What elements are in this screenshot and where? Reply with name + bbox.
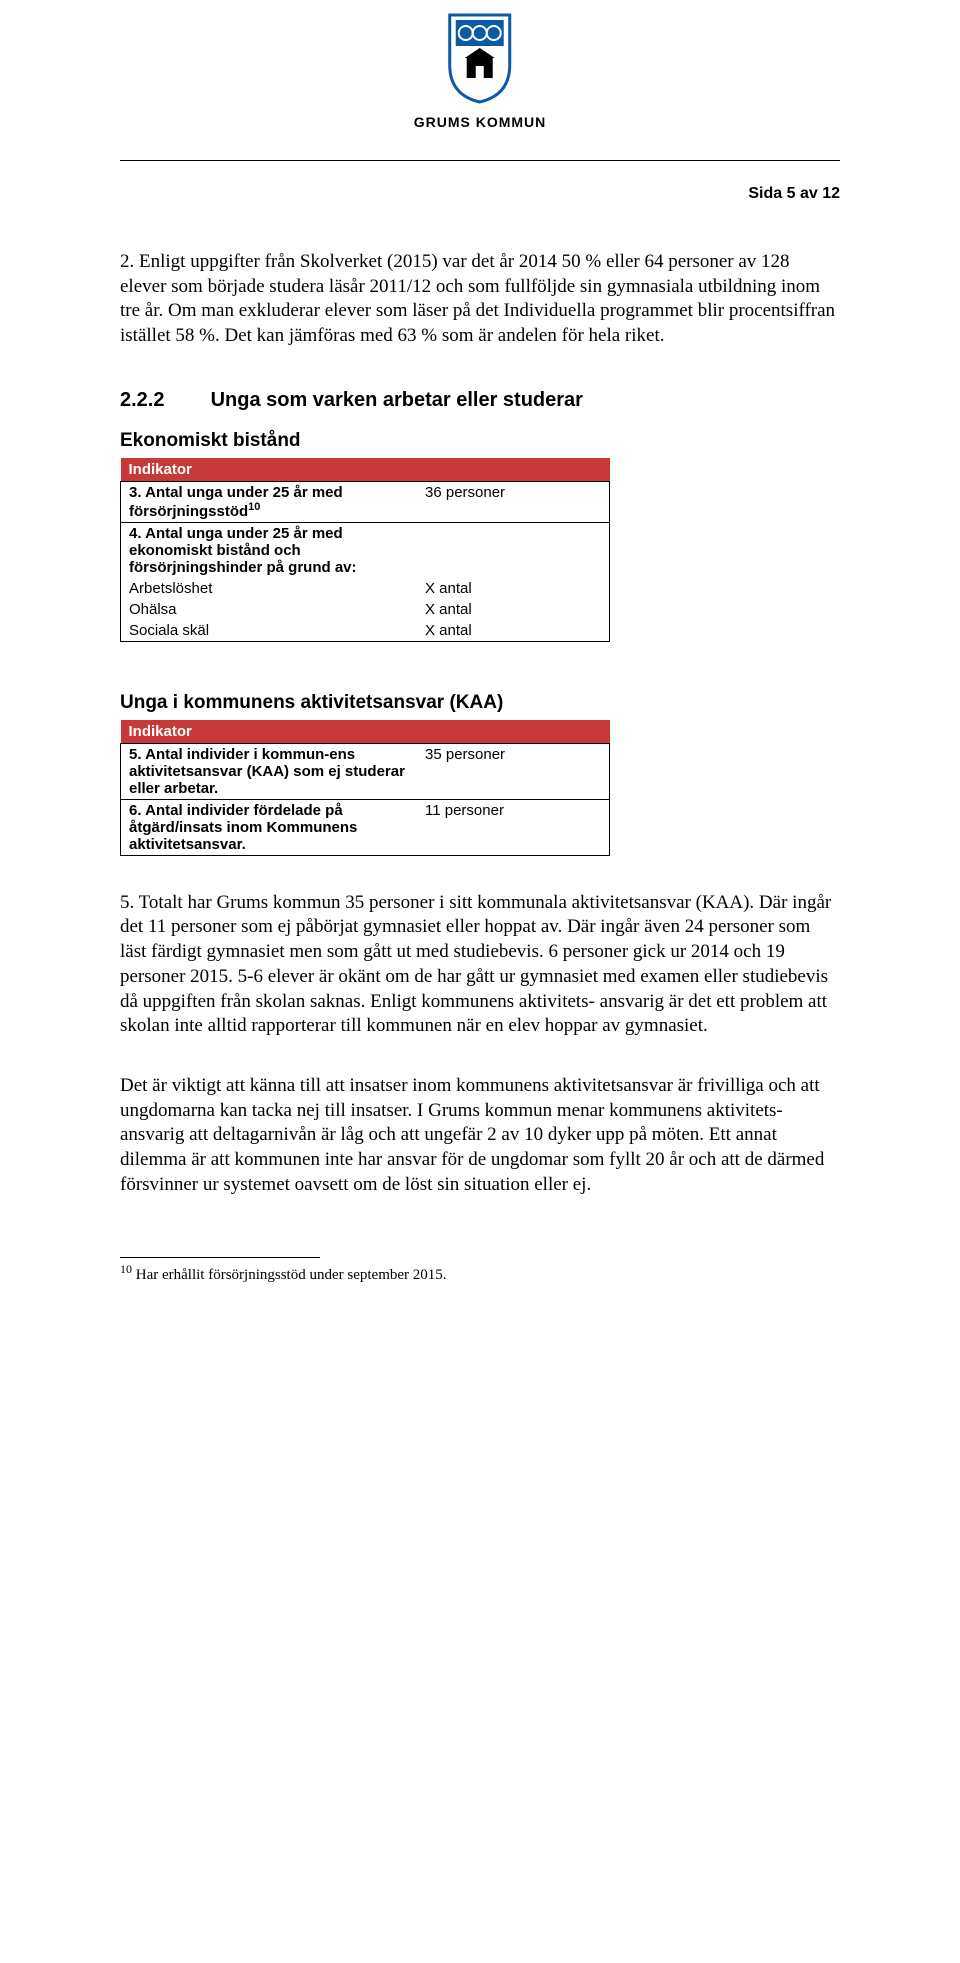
section-title: Unga som varken arbetar eller studerar — [211, 389, 583, 411]
table-row: Arbetslöshet X antal — [121, 578, 610, 599]
intro-paragraph: 2. Enligt uppgifter från Skolverket (201… — [120, 250, 840, 349]
footnote-divider — [120, 1257, 320, 1258]
footnote-number: 10 — [120, 1262, 132, 1276]
table-row: 3. Antal unga under 25 år med försörjnin… — [121, 481, 610, 522]
indicator-label: 3. Antal unga under 25 år med försörjnin… — [121, 481, 418, 522]
org-name: GRUMS KOMMUN — [414, 114, 547, 130]
org-shield-icon — [440, 10, 520, 105]
table-row: Ohälsa X antal — [121, 599, 610, 620]
table-row: 5. Antal individer i kommun-ens aktivite… — [121, 743, 610, 799]
document-page: GRUMS KOMMUN Sida 5 av 12 2. Enligt uppg… — [0, 0, 960, 1334]
paragraph-6: Det är viktigt att känna till att insats… — [120, 1074, 840, 1197]
ekonomiskt-heading: Ekonomiskt bistånd — [120, 430, 840, 452]
indicator-value: X antal — [417, 599, 610, 620]
ekonomiskt-table: Indikator 3. Antal unga under 25 år med … — [120, 458, 610, 642]
indicator-value: 35 personer — [417, 743, 610, 799]
table-row: 6. Antal individer fördelade på åtgärd/i… — [121, 799, 610, 855]
org-logo-block: GRUMS KOMMUN — [414, 10, 547, 130]
page-number: Sida 5 av 12 — [748, 185, 840, 203]
kaa-table: Indikator 5. Antal individer i kommun-en… — [120, 720, 610, 856]
indicator-value: X antal — [417, 578, 610, 599]
table-header: Indikator — [121, 458, 610, 482]
footnote: 10 Har erhållit försörjningsstöd under s… — [120, 1262, 840, 1284]
section-number: 2.2.2 — [120, 389, 205, 412]
indicator-label: 4. Antal unga under 25 år med ekonomiskt… — [121, 522, 418, 578]
indicator-label: 5. Antal individer i kommun-ens aktivite… — [121, 743, 418, 799]
indicator-value — [417, 522, 610, 578]
indicator-value: 11 personer — [417, 799, 610, 855]
section-heading-222: 2.2.2 Unga som varken arbetar eller stud… — [120, 389, 840, 412]
indicator-sublabel: Sociala skäl — [121, 620, 418, 642]
footnote-text: Har erhållit försörjningsstöd under sept… — [132, 1267, 447, 1283]
indicator-label: 6. Antal individer fördelade på åtgärd/i… — [121, 799, 418, 855]
header-divider — [120, 160, 840, 161]
table-row: Sociala skäl X antal — [121, 620, 610, 642]
table-row: 4. Antal unga under 25 år med ekonomiskt… — [121, 522, 610, 578]
paragraph-5: 5. Totalt har Grums kommun 35 personer i… — [120, 891, 840, 1039]
indicator-value: 36 personer — [417, 481, 610, 522]
indicator-sublabel: Ohälsa — [121, 599, 418, 620]
indicator-value: X antal — [417, 620, 610, 642]
page-content: 2. Enligt uppgifter från Skolverket (201… — [120, 250, 840, 1284]
kaa-heading: Unga i kommunens aktivitetsansvar (KAA) — [120, 692, 840, 714]
table-header: Indikator — [121, 720, 610, 744]
indicator-sublabel: Arbetslöshet — [121, 578, 418, 599]
